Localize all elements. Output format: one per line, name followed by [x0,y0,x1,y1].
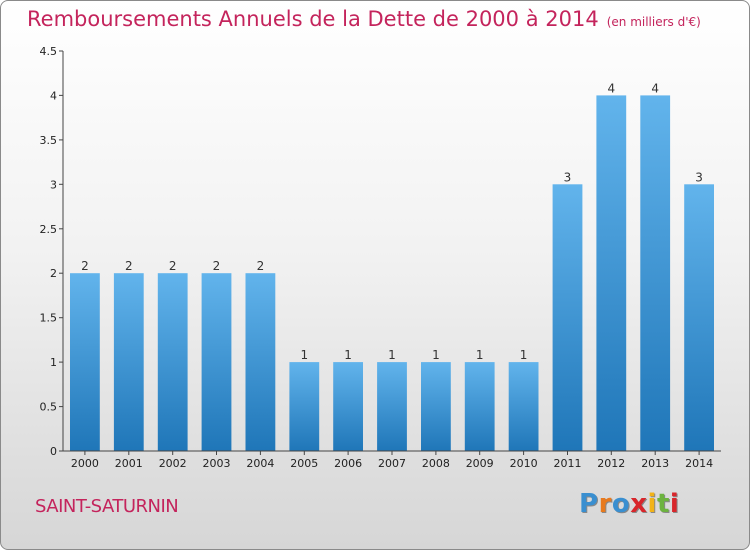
logo-letter: o [611,489,631,519]
bar-2012 [596,95,627,452]
value-label-2011: 3 [564,170,572,184]
value-label-2008: 1 [432,348,440,362]
x-tick-label-2012: 2012 [597,457,625,470]
y-tick-label-4.5: 4.5 [40,45,58,58]
x-tick-label-2004: 2004 [246,457,274,470]
bar-2005 [289,362,320,451]
logo-letter: i [669,489,680,519]
bar-2002 [157,273,188,451]
value-label-2003: 2 [213,259,221,273]
y-tick-label-1: 1 [50,356,57,369]
value-label-2004: 2 [257,259,265,273]
y-tick-label-0.5: 0.5 [40,401,58,414]
x-tick-label-2006: 2006 [334,457,362,470]
x-tick-label-2002: 2002 [159,457,187,470]
value-label-2009: 1 [476,348,484,362]
bar-2009 [464,362,495,451]
x-tick-label-2005: 2005 [290,457,318,470]
x-tick-label-2007: 2007 [378,457,406,470]
bar-2010 [508,362,539,451]
y-tick-label-2.5: 2.5 [40,223,58,236]
x-tick-label-2000: 2000 [71,457,99,470]
value-label-2007: 1 [388,348,396,362]
logo-letter: x [630,489,648,519]
logo-letter: P [579,489,599,519]
value-label-2001: 2 [125,259,133,273]
chart-title-text: Remboursements Annuels de la Dette de 20… [27,7,599,31]
commune-name: SAINT-SATURNIN [35,496,179,517]
proxiti-logo: Proxiti [579,489,679,519]
y-tick-label-1.5: 1.5 [40,312,58,325]
bar-2014 [684,184,714,452]
y-tick-label-0: 0 [50,445,57,458]
value-label-2013: 4 [651,81,659,95]
value-label-2006: 1 [344,348,352,362]
bar-2008 [421,362,451,451]
bar-2004 [245,273,276,451]
x-tick-label-2001: 2001 [115,457,143,470]
y-tick-label-3: 3 [50,178,57,191]
value-label-2014: 3 [695,170,703,184]
x-tick-label-2010: 2010 [510,457,538,470]
chart-unit: (en milliers d'€) [606,15,701,29]
chart-title: Remboursements Annuels de la Dette de 20… [27,7,701,31]
bar-2000 [70,273,100,451]
logo-letter: r [598,489,612,519]
bar-2007 [377,362,407,451]
x-tick-label-2013: 2013 [641,457,669,470]
x-tick-label-2003: 2003 [203,457,231,470]
y-tick-label-3.5: 3.5 [40,134,58,147]
x-tick-label-2014: 2014 [685,457,713,470]
y-tick-label-2: 2 [50,267,57,280]
bar-2011 [552,184,583,452]
bar-2001 [113,273,144,451]
bar-2013 [640,95,671,452]
value-label-2012: 4 [607,81,615,95]
bar-2003 [201,273,232,451]
value-label-2010: 1 [520,348,528,362]
bar-2006 [333,362,363,451]
x-tick-label-2011: 2011 [554,457,582,470]
x-tick-label-2009: 2009 [466,457,494,470]
value-label-2000: 2 [81,259,89,273]
logo-letter: t [656,489,670,519]
value-label-2002: 2 [169,259,177,273]
axes-group: 2000 2001 2002 2003 2004 2005 2006 2007 2008 2009… [40,45,721,470]
bars-group: 2 2 2 2 2 1 1 1 1 1 1 3 4 4 3 [70,81,714,452]
y-tick-label-4: 4 [50,89,57,102]
value-label-2005: 1 [300,348,308,362]
x-tick-label-2008: 2008 [422,457,450,470]
logo-letter: i [647,489,657,519]
